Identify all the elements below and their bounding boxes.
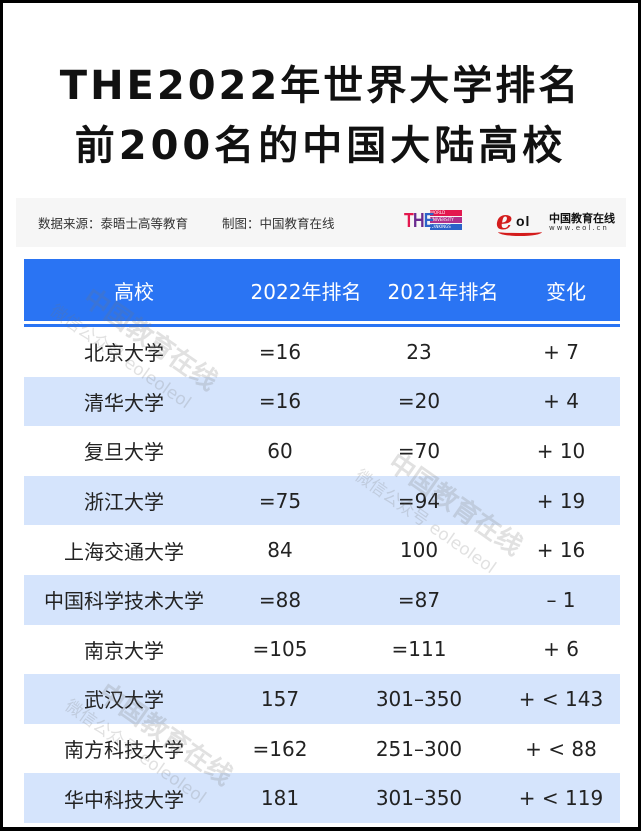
data-source-label: 数据来源：泰晤士高等教育 bbox=[38, 216, 189, 231]
table-row: 上海交通大学 84 100 + 16 bbox=[24, 525, 620, 575]
the-logo-letter: H bbox=[412, 210, 425, 232]
eol-logo-name: 中国教育在线 bbox=[549, 212, 615, 225]
cell-school: 上海交通大学 bbox=[64, 539, 184, 564]
the-logo-bar: RANKINGS bbox=[430, 224, 462, 230]
header-divider-line bbox=[24, 324, 620, 327]
eol-logo-url: www.eol.cn bbox=[549, 224, 609, 232]
cell-change: + < 119 bbox=[518, 786, 604, 811]
cell-change: + < 88 bbox=[525, 736, 597, 761]
cell-rank-2022: 60 bbox=[267, 438, 293, 463]
cell-rank-2022: =16 bbox=[258, 389, 302, 414]
cell-rank-2022: =16 bbox=[258, 339, 302, 364]
cell-rank-2022: =105 bbox=[252, 637, 308, 662]
the-logo-bar: WORLD bbox=[430, 210, 462, 216]
the-logo-letter: E bbox=[423, 210, 435, 232]
cell-school: 复旦大学 bbox=[84, 440, 164, 465]
table-row: 复旦大学 60 =70 + 10 bbox=[24, 426, 620, 476]
the-rankings-logo-icon: THE WORLD UNIVERSITY RANKINGS bbox=[404, 210, 462, 232]
table-row: 武汉大学 157 301–350 + < 143 bbox=[24, 674, 620, 724]
eol-swoosh-icon bbox=[498, 228, 542, 236]
cell-change: + 7 bbox=[543, 339, 579, 364]
cell-school: 武汉大学 bbox=[84, 688, 164, 713]
eol-logo-ol: ol bbox=[516, 213, 531, 229]
table-row: 中国科学技术大学 =88 =87 – 1 bbox=[24, 574, 620, 625]
table-row: 北京大学 =16 23 + 7 bbox=[24, 327, 620, 377]
header-rank-2022: 2022年排名 bbox=[250, 279, 362, 304]
cell-rank-2022: 181 bbox=[260, 786, 300, 811]
cell-rank-2022: =88 bbox=[258, 587, 302, 612]
cell-change: + 4 bbox=[543, 389, 579, 414]
cell-change: + < 143 bbox=[518, 686, 604, 711]
table-row: 浙江大学 =75 =94 + 19 bbox=[24, 475, 620, 526]
cell-rank-2022: 84 bbox=[267, 538, 293, 563]
cell-rank-2021: 301–350 bbox=[375, 686, 463, 711]
header-divider bbox=[24, 321, 620, 324]
cell-change: + 16 bbox=[536, 538, 586, 563]
cell-rank-2021: 100 bbox=[399, 538, 439, 563]
cell-rank-2022: =162 bbox=[252, 736, 308, 761]
cell-rank-2022: 157 bbox=[260, 686, 300, 711]
cell-change: + 6 bbox=[543, 637, 579, 662]
source-bar: 数据来源：泰晤士高等教育 制图：中国教育在线 THE WORLD UNIVERS… bbox=[16, 198, 626, 247]
cell-rank-2021: =20 bbox=[397, 389, 441, 414]
cell-school: 华中科技大学 bbox=[64, 787, 184, 812]
eol-logo-icon: e ol 中国教育在线 www.eol.cn bbox=[496, 207, 626, 237]
cell-rank-2021: 301–350 bbox=[375, 786, 463, 811]
title-line-1: THE2022年世界大学排名 bbox=[59, 63, 582, 109]
cell-school: 北京大学 bbox=[84, 341, 164, 366]
table-header: 高校 2022年排名 2021年排名 变化 bbox=[24, 259, 620, 321]
the-logo-bar: UNIVERSITY bbox=[430, 217, 462, 223]
table-row: 南方科技大学 =162 251–300 + < 88 bbox=[24, 724, 620, 774]
table-row: 华中科技大学 181 301–350 + < 119 bbox=[24, 773, 620, 823]
cell-change: – 1 bbox=[546, 587, 576, 612]
cell-school: 中国科学技术大学 bbox=[44, 589, 204, 614]
cell-change: + 10 bbox=[536, 438, 586, 463]
header-school: 高校 bbox=[114, 279, 154, 304]
cell-school: 南京大学 bbox=[84, 638, 164, 663]
header-rank-2021: 2021年排名 bbox=[387, 279, 499, 304]
the-logo-letter: T bbox=[404, 210, 414, 232]
cell-rank-2021: =70 bbox=[397, 438, 441, 463]
cell-rank-2021: 251–300 bbox=[375, 736, 463, 761]
cell-rank-2021: 23 bbox=[406, 339, 432, 364]
title-line-2: 前200名的中国大陆高校 bbox=[74, 123, 567, 169]
cell-school: 浙江大学 bbox=[84, 490, 164, 515]
cell-change: + 19 bbox=[536, 488, 586, 513]
made-by-label: 制图：中国教育在线 bbox=[222, 216, 335, 231]
ranking-table: 高校 2022年排名 2021年排名 变化 北京大学 =16 23 + 7 清华… bbox=[24, 259, 620, 823]
cell-school: 清华大学 bbox=[84, 390, 164, 415]
cell-school: 南方科技大学 bbox=[64, 738, 184, 763]
table-row: 南京大学 =105 =111 + 6 bbox=[24, 625, 620, 675]
header-change: 变化 bbox=[546, 279, 586, 304]
table-row: 清华大学 =16 =20 + 4 bbox=[24, 376, 620, 427]
cell-rank-2021: =87 bbox=[397, 587, 441, 612]
cell-rank-2022: =75 bbox=[258, 488, 302, 513]
cell-rank-2021: =94 bbox=[397, 488, 441, 513]
cell-rank-2021: =111 bbox=[391, 637, 447, 662]
